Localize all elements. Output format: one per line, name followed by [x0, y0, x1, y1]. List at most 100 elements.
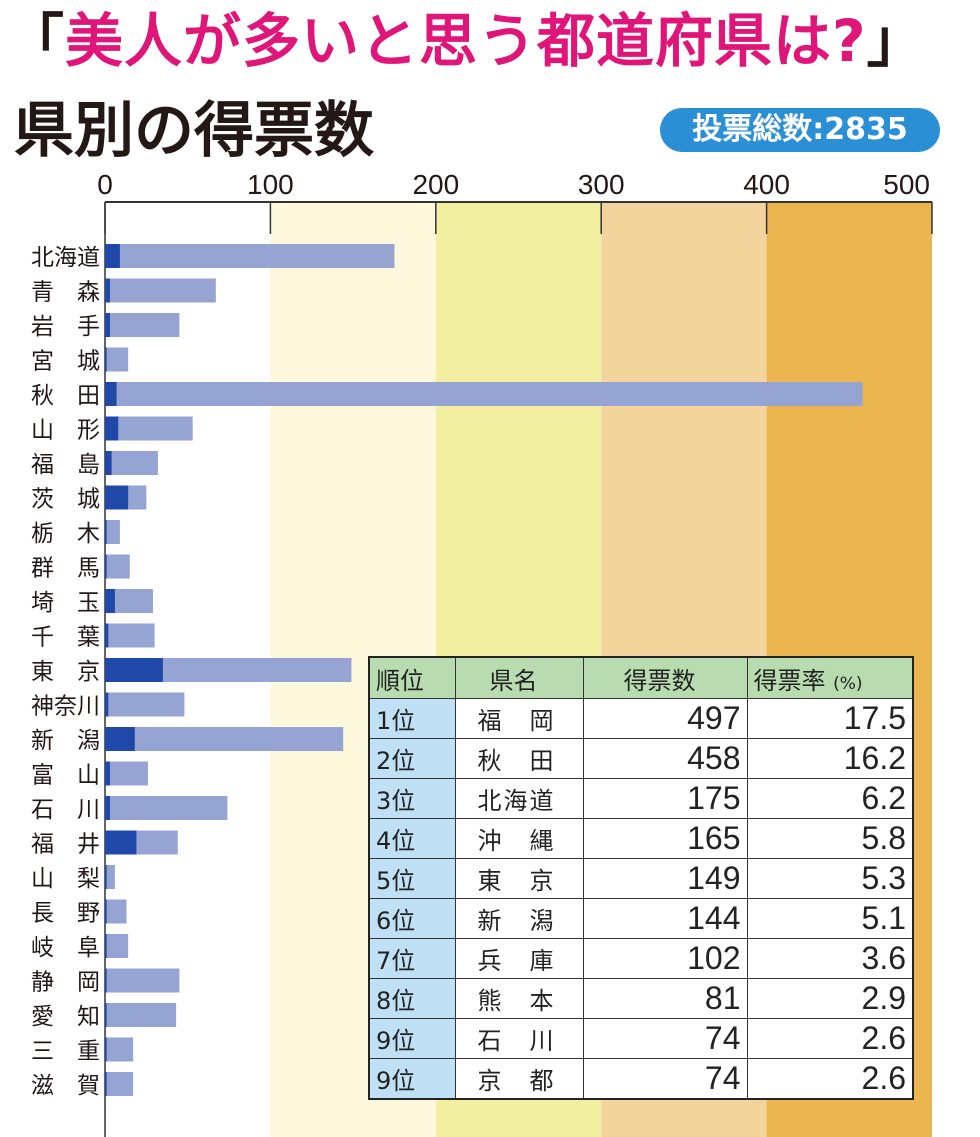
ranking-row: 2位秋 田 458 16.2 — [368, 738, 914, 779]
bar-total — [105, 416, 193, 441]
rank-cell: 7位 — [368, 938, 456, 979]
chart-title: 「美人が多いと思う都道府県は?」 — [6, 0, 926, 78]
header-prefecture-label: 県名 — [489, 666, 538, 695]
ranking-row: 3位 北海道 175 6.2 — [368, 778, 914, 819]
rate-cell: 5.8 — [746, 818, 914, 859]
bar-total — [105, 865, 115, 889]
category-label: 北海道 — [31, 245, 100, 271]
votes-cell: 149 — [582, 858, 748, 899]
bar-highlight — [105, 416, 119, 441]
x-tick-label: 500 — [883, 169, 930, 200]
category-label: 東 京 — [31, 659, 100, 685]
bar-highlight — [105, 1003, 107, 1027]
bar-highlight — [105, 520, 107, 544]
votes-cell: 74 — [582, 1018, 748, 1059]
title-close-quote: 」 — [866, 7, 926, 75]
bar-total — [105, 727, 344, 751]
bar-highlight — [105, 968, 107, 993]
rate-cell: 2.6 — [746, 1058, 914, 1100]
rank-cell: 1位 — [368, 698, 456, 739]
prefecture-cell: 兵 庫 — [454, 938, 584, 979]
rate-cell: 5.1 — [746, 898, 914, 939]
title-main: 美人が多いと思う都道府県は? — [65, 7, 867, 75]
category-label: 静 岡 — [31, 970, 100, 996]
bar-highlight — [105, 692, 109, 717]
x-tick-label: 200 — [412, 169, 459, 200]
votes-cell: 74 — [582, 1058, 748, 1100]
bar-total — [105, 520, 120, 544]
bar-total — [105, 934, 129, 958]
category-label: 岐 阜 — [31, 935, 100, 961]
rate-cell: 3.6 — [746, 938, 914, 979]
ranking-row: 6位新 潟 144 5.1 — [368, 898, 914, 939]
header-votes: 得票数 — [582, 656, 748, 699]
prefecture-cell: 北海道 — [454, 778, 584, 819]
ranking-row: 9位京 都 74 2.6 — [368, 1058, 914, 1100]
header-rate-label: 得票率 — [753, 666, 826, 695]
rate-cell: 2.9 — [746, 978, 914, 1019]
bar-highlight — [105, 830, 137, 855]
rank-cell: 2位 — [368, 738, 456, 779]
category-label: 神奈川 — [31, 694, 100, 720]
ranking-header-row: 順位 県名 得票数 得票率 (%) — [368, 656, 914, 699]
category-label: 茨 城 — [31, 487, 100, 513]
prefecture-cell: 沖 縄 — [454, 818, 584, 859]
bar-highlight — [105, 727, 135, 751]
category-label: 栃 木 — [31, 521, 100, 547]
title-open-quote: 「 — [6, 7, 66, 75]
chart-subtitle: 県別の得票数 — [14, 96, 374, 166]
bar-highlight — [105, 485, 129, 510]
votes-cell: 144 — [582, 898, 748, 939]
rank-cell: 8位 — [368, 978, 456, 1019]
category-label: 秋 田 — [31, 383, 100, 409]
rank-cell: 9位 — [368, 1018, 456, 1059]
category-label: 長 野 — [31, 901, 100, 927]
bar-total — [105, 796, 228, 820]
ranking-row: 1位福 岡 497 17.5 — [368, 698, 914, 739]
rank-cell: 4位 — [368, 818, 456, 859]
votes-cell: 497 — [582, 698, 748, 739]
bar-total — [105, 313, 180, 337]
bar-total — [105, 278, 216, 303]
bar-total — [105, 692, 185, 717]
header-rank: 順位 — [368, 656, 456, 699]
bar-highlight — [105, 865, 107, 889]
category-label: 福 島 — [31, 452, 100, 478]
total-votes-badge: 投票総数:2835 — [660, 108, 940, 152]
category-label: 愛 知 — [31, 1004, 100, 1030]
rate-cell: 16.2 — [746, 738, 914, 779]
votes-cell: 175 — [582, 778, 748, 819]
rank-cell: 9位 — [368, 1058, 456, 1100]
bar-total — [105, 554, 130, 579]
bar-total — [105, 382, 863, 406]
header-rate: 得票率 (%) — [746, 656, 914, 699]
votes-cell: 458 — [582, 738, 748, 779]
category-label: 埼 玉 — [31, 590, 100, 616]
ranking-row: 9位石 川 74 2.6 — [368, 1018, 914, 1059]
ranking-row: 8位熊 本 81 2.9 — [368, 978, 914, 1019]
bar-highlight — [105, 244, 120, 268]
category-label: 山 梨 — [31, 866, 100, 892]
bar-total — [105, 899, 127, 924]
category-label: 青 森 — [31, 280, 100, 306]
category-label: 富 山 — [31, 763, 100, 789]
prefecture-cell: 石 川 — [454, 1018, 584, 1059]
prefecture-cell: 秋 田 — [454, 738, 584, 779]
bar-highlight — [105, 313, 110, 337]
bar-total — [105, 451, 158, 475]
bar-total — [105, 1037, 134, 1062]
bar-highlight — [105, 623, 109, 648]
bar-highlight — [105, 382, 117, 406]
bar-highlight — [105, 589, 115, 613]
rate-cell: 5.3 — [746, 858, 914, 899]
bar-total — [105, 623, 155, 648]
bar-highlight — [105, 347, 107, 372]
category-label: 岩 手 — [31, 314, 100, 340]
rate-cell: 6.2 — [746, 778, 914, 819]
prefecture-cell: 京 都 — [454, 1058, 584, 1100]
bar-highlight — [105, 934, 107, 958]
bar-total — [105, 968, 180, 993]
ranking-table: 順位 県名 得票数 得票率 (%) 1位福 岡 497 17.5 2位秋 田 458 16… — [368, 656, 914, 1100]
bar-total — [105, 1072, 134, 1096]
bar-total — [105, 347, 129, 372]
